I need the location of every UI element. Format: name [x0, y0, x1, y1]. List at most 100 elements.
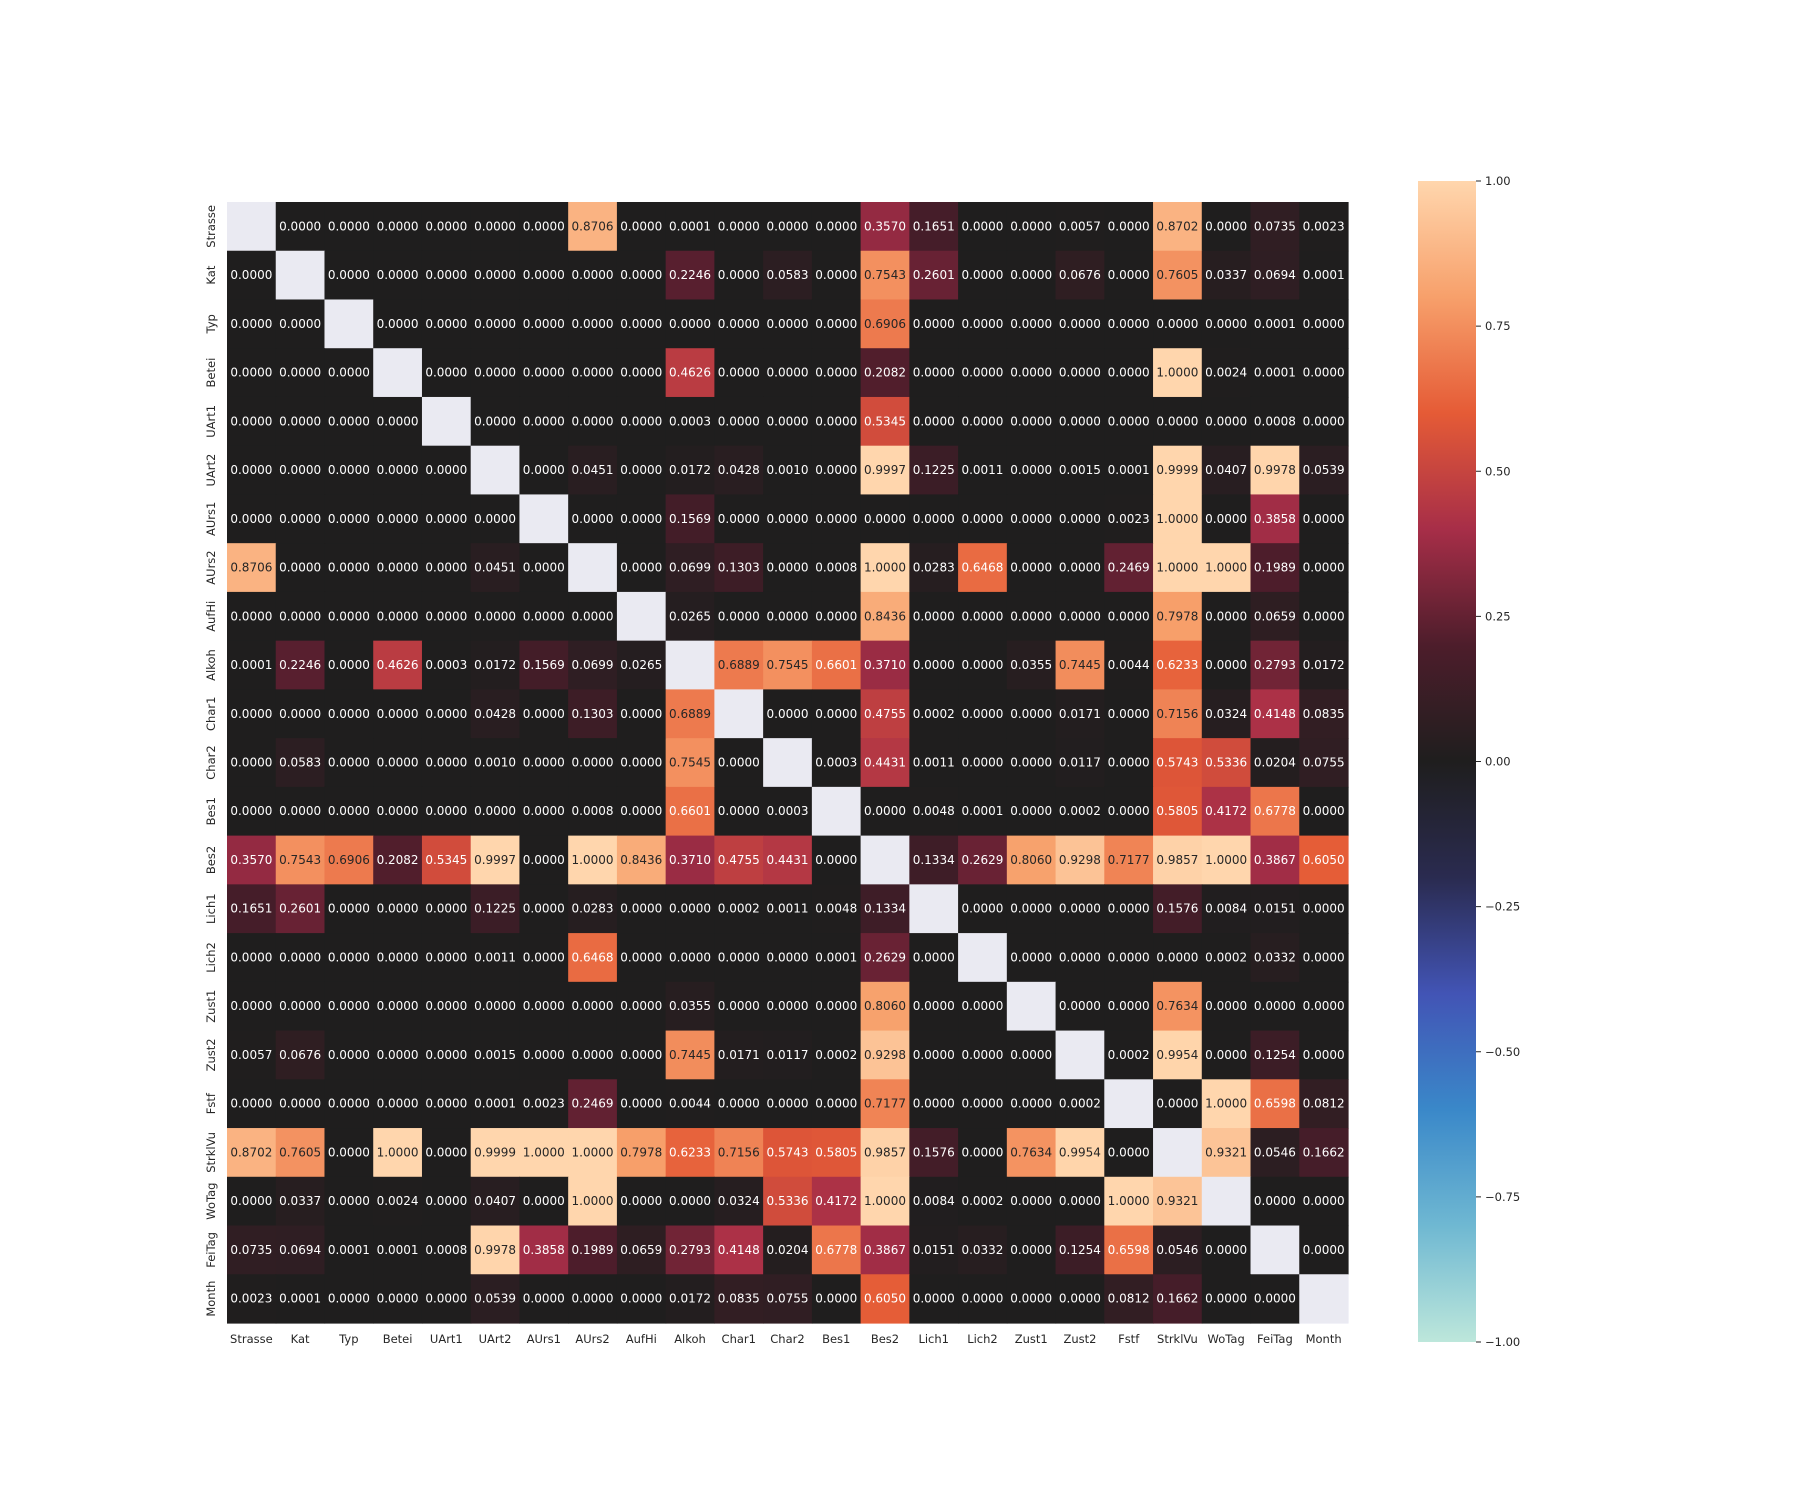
- cell-value-label: 0.2793: [669, 1243, 711, 1257]
- cell-value-label: 0.0812: [1303, 1097, 1345, 1111]
- cell-value-label: 0.0000: [669, 1194, 711, 1208]
- x-tick-label-Fstf: Fstf: [1118, 1332, 1140, 1346]
- heatmap-cell-Zust1-Betei: [373, 981, 423, 1032]
- heatmap-cell-Strasse-WoTag: [1201, 202, 1252, 252]
- heatmap-cell-Kat-Lich1: [909, 250, 959, 301]
- cell-value-label: 0.3570: [230, 853, 272, 867]
- cell-value-label: 0.0000: [1205, 219, 1247, 233]
- cell-value-label: 0.0024: [377, 1194, 419, 1208]
- y-tick-label-Char2: Char2: [204, 745, 218, 779]
- cell-value-label: 0.4431: [767, 853, 809, 867]
- cell-value-label: 0.4148: [718, 1243, 760, 1257]
- x-tick-label-Betei: Betei: [383, 1332, 413, 1346]
- heatmap-cell-Char1-Fstf: [1104, 689, 1154, 739]
- heatmap-cell-Alkoh-AUrs1: [519, 640, 569, 690]
- heatmap-cell-Kat-AufHi: [616, 250, 667, 301]
- y-tick-label-Typ: Typ: [204, 314, 218, 334]
- heatmap-cell-Betei-Zust1: [1006, 348, 1057, 398]
- cell-value-label: 0.0000: [230, 1097, 272, 1111]
- heatmap-cell-Strasse-FeiTag: [1250, 202, 1300, 252]
- cell-value-label: 0.0000: [815, 219, 857, 233]
- heatmap-cell-Fstf-Alkoh: [665, 1079, 715, 1129]
- heatmap-cell-Zust1-Zust2: [1055, 981, 1105, 1032]
- cell-value-label: 0.0000: [523, 707, 565, 721]
- heatmap-cell-WoTag-UArt2: [470, 1176, 521, 1227]
- cell-value-label: 0.1989: [1254, 561, 1296, 575]
- cell-value-label: 0.0002: [1059, 804, 1101, 818]
- heatmap-cell-UArt2-Kat: [275, 445, 326, 496]
- cell-value-label: 0.0000: [572, 756, 614, 770]
- heatmap-cell-Lich1-FeiTag: [1250, 884, 1300, 934]
- heatmap-cell-AUrs1-Bes2: [860, 494, 910, 544]
- cell-value-label: 0.9321: [1156, 1194, 1198, 1208]
- heatmap-cell-Month-WoTag: [1201, 1274, 1252, 1324]
- heatmap-cell-Bes2-WoTag: [1201, 835, 1252, 885]
- cell-value-label: 0.0000: [1059, 609, 1101, 623]
- heatmap-cell-FeiTag-Typ: [324, 1225, 374, 1275]
- cell-value-label: 0.0000: [230, 1194, 272, 1208]
- heatmap-cell-Strasse-Bes1: [811, 202, 862, 252]
- heatmap-cell-WoTag-Kat: [275, 1176, 326, 1227]
- cell-value-label: 0.0000: [1108, 219, 1150, 233]
- heatmap-cell-Bes1-Lich1: [909, 786, 959, 837]
- cell-value-label: 0.0002: [718, 902, 760, 916]
- heatmap-cell-Kat-WoTag: [1201, 250, 1252, 301]
- cell-value-label: 0.8702: [230, 1145, 272, 1159]
- heatmap-cell-Alkoh-Char2: [763, 640, 813, 690]
- heatmap-cell-Lich2-AUrs2: [568, 933, 618, 983]
- cell-value-label: 1.0000: [1205, 853, 1247, 867]
- heatmap-cell-WoTag-WoTag: [1201, 1176, 1252, 1227]
- heatmap-cell-Strasse-Strasse: [227, 202, 277, 252]
- x-tick-label-Lich1: Lich1: [918, 1332, 949, 1346]
- heatmap-cell-Bes2-Char1: [714, 835, 764, 885]
- cell-value-label: 0.8706: [230, 561, 272, 575]
- heatmap-cell-Lich2-Fstf: [1104, 933, 1154, 983]
- heatmap-cell-WoTag-Strasse: [227, 1176, 277, 1227]
- heatmap-cell-Bes1-UArt1: [421, 786, 472, 837]
- heatmap-cell-Char2-UArt1: [421, 738, 472, 788]
- cell-value-label: 0.0000: [474, 366, 516, 380]
- cell-value-label: 1.0000: [523, 1145, 565, 1159]
- cell-value-label: 0.0084: [1205, 902, 1247, 916]
- cell-value-label: 1.0000: [1108, 1194, 1150, 1208]
- cell-value-label: 0.0000: [328, 1292, 370, 1306]
- heatmap-cell-Bes2-Strasse: [227, 835, 277, 885]
- cell-value-label: 0.0000: [328, 1097, 370, 1111]
- cell-value-label: 0.0023: [1108, 512, 1150, 526]
- cell-value-label: 0.0000: [523, 999, 565, 1013]
- cell-value-label: 0.7177: [864, 1097, 906, 1111]
- cell-value-label: 0.0001: [279, 1292, 321, 1306]
- y-tick-label-Alkoh: Alkoh: [204, 649, 218, 681]
- heatmap-cell-Strasse-StrklVu: [1153, 202, 1203, 252]
- heatmap-cell-Bes2-Kat: [275, 835, 326, 885]
- heatmap-cell-Fstf-UArt2: [470, 1079, 521, 1129]
- cell-value-label: 0.0000: [474, 512, 516, 526]
- cell-value-label: 0.0699: [669, 561, 711, 575]
- heatmap-cell-Lich1-Bes2: [860, 884, 910, 934]
- heatmap-cell-Zust2-FeiTag: [1250, 1030, 1300, 1080]
- cell-value-label: 0.2629: [961, 853, 1003, 867]
- cell-value-label: 0.0000: [425, 609, 467, 623]
- cell-value-label: 0.0000: [718, 804, 760, 818]
- cell-value-label: 0.0000: [1108, 414, 1150, 428]
- heatmap-cell-Lich1-Lich2: [958, 884, 1008, 934]
- heatmap-cell-Typ-UArt2: [470, 299, 521, 349]
- y-tick-label-Strasse: Strasse: [204, 205, 218, 248]
- cell-value-label: 0.0000: [425, 1097, 467, 1111]
- cell-value-label: 0.0000: [425, 1194, 467, 1208]
- heatmap-cell-StrklVu-Betei: [373, 1128, 423, 1178]
- heatmap-cell-AUrs2-Typ: [324, 543, 374, 593]
- heatmap-cell-WoTag-Char2: [763, 1176, 813, 1227]
- y-tick-label-FeiTag: FeiTag: [204, 1232, 218, 1268]
- heatmap-cell-Bes2-Lich2: [958, 835, 1008, 885]
- cell-value-label: 0.0000: [523, 1292, 565, 1306]
- cell-value-label: 0.0000: [279, 707, 321, 721]
- cell-value-label: 0.0171: [718, 1048, 760, 1062]
- heatmap-cell-UArt1-FeiTag: [1250, 396, 1300, 447]
- cell-value-label: 0.0000: [523, 219, 565, 233]
- cell-value-label: 0.3570: [864, 219, 906, 233]
- x-tick-label-Month: Month: [1306, 1332, 1342, 1346]
- cell-value-label: 0.0000: [474, 268, 516, 282]
- heatmap-cell-Char1-Month: [1299, 689, 1349, 739]
- heatmap-cell-AufHi-Kat: [275, 591, 326, 642]
